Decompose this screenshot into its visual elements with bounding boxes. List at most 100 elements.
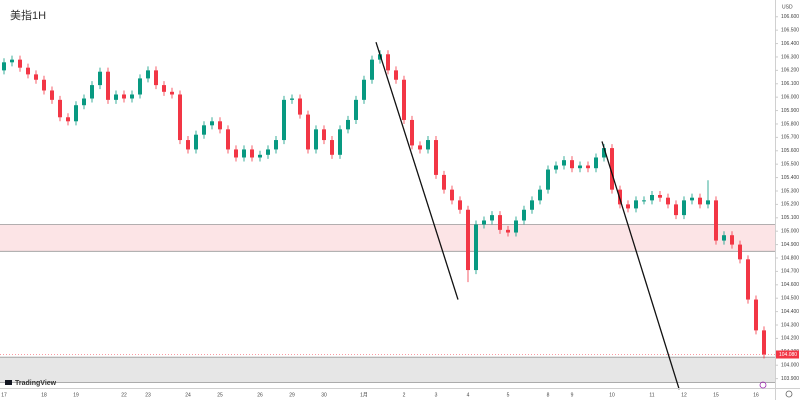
y-tick-label: 105.200 <box>781 202 799 208</box>
candle-body <box>594 157 598 169</box>
candle-body <box>378 54 382 60</box>
candle-body <box>2 62 6 71</box>
candle-body <box>754 299 758 331</box>
candle-body <box>74 105 78 122</box>
x-tick-label: 22 <box>121 392 127 398</box>
y-tick-label: 105.900 <box>781 108 799 114</box>
candle-body <box>138 78 142 95</box>
y-tick-label: 104.200 <box>781 336 799 342</box>
candle-body <box>194 134 198 150</box>
candle-body <box>410 119 414 146</box>
candle-body <box>42 79 46 91</box>
candle-body <box>674 204 678 216</box>
y-tick-label: 103.900 <box>781 376 799 382</box>
x-tick-label: 12 <box>681 392 687 398</box>
x-tick-label: 24 <box>185 392 191 398</box>
candle-body <box>90 85 94 99</box>
candle-body <box>234 149 238 158</box>
y-tick-label: 105.400 <box>781 175 799 181</box>
x-tick-label: 17 <box>1 392 7 398</box>
y-tick-label: 105.100 <box>781 215 799 221</box>
watermark: TradingView <box>15 380 57 387</box>
currency: USD <box>782 4 793 10</box>
candles <box>2 50 766 359</box>
y-tick-label: 106.200 <box>781 68 799 74</box>
candle-body <box>730 235 734 245</box>
candle-body <box>690 197 694 201</box>
x-tick-label: 8 <box>547 392 550 398</box>
candle-body <box>586 165 590 169</box>
candle-body <box>626 204 630 209</box>
candle-body <box>106 71 110 100</box>
candle-body <box>218 121 222 130</box>
candle-body <box>66 117 70 122</box>
candle-body <box>706 200 710 205</box>
y-tick-label: 106.100 <box>781 81 799 87</box>
last-price-label: 104.080 <box>779 352 797 358</box>
zone <box>0 357 775 383</box>
candle-body <box>554 165 558 170</box>
chart-title: 美指1H <box>10 8 46 22</box>
y-tick-label: 104.700 <box>781 269 799 275</box>
candle-body <box>250 149 254 158</box>
candle-body <box>602 148 606 158</box>
y-tick-label: 105.000 <box>781 229 799 235</box>
candle-body <box>282 99 286 141</box>
candle-body <box>506 229 510 233</box>
y-tick-label: 104.000 <box>781 363 799 369</box>
event-icon[interactable] <box>759 381 767 389</box>
x-tick-label: 9 <box>571 392 574 398</box>
candle-body <box>290 98 294 100</box>
y-tick-label: 104.500 <box>781 296 799 302</box>
overlay <box>0 42 775 390</box>
candle-body <box>266 149 270 155</box>
y-tick-label: 106.000 <box>781 94 799 100</box>
candle-body <box>746 259 750 300</box>
y-tick-label: 104.400 <box>781 309 799 315</box>
x-tick-label: 3 <box>435 392 438 398</box>
candle-body <box>354 99 358 120</box>
candle-body <box>562 160 566 166</box>
candle-body <box>50 90 54 100</box>
settings-icon[interactable] <box>785 390 793 398</box>
candle-body <box>658 195 662 198</box>
last-price-box <box>776 350 799 359</box>
candle-body <box>274 140 278 150</box>
candle-body <box>58 99 62 118</box>
candle-body <box>466 209 470 271</box>
candle-body <box>618 189 622 205</box>
candle-body <box>34 74 38 80</box>
candle-body <box>362 79 366 100</box>
candle-body <box>610 148 614 190</box>
candle-body <box>762 330 766 355</box>
candle-body <box>346 119 350 130</box>
candle-body <box>170 91 174 95</box>
candle-body <box>498 215 502 230</box>
candle-body <box>242 149 246 158</box>
candle-body <box>314 129 318 150</box>
x-tick-label: 26 <box>257 392 263 398</box>
x-tick-label: 15 <box>713 392 719 398</box>
x-tick-label: 25 <box>217 392 223 398</box>
candle-body <box>578 165 582 169</box>
x-tick-label: 18 <box>41 392 47 398</box>
candle-body <box>338 129 342 155</box>
zone <box>0 224 775 252</box>
candle-body <box>10 59 14 63</box>
candle-body <box>474 224 478 271</box>
y-tick-label: 106.400 <box>781 41 799 47</box>
candle-body <box>258 154 262 158</box>
zones <box>0 224 775 384</box>
x-tick-label: 23 <box>145 392 151 398</box>
candle-body <box>210 121 214 126</box>
candle-body <box>306 114 310 150</box>
candle-body <box>682 200 686 216</box>
candle-body <box>18 59 22 68</box>
x-tick-label: 11 <box>649 392 654 398</box>
candle-body <box>154 70 158 86</box>
y-tick-label: 105.500 <box>781 162 799 168</box>
trend-line <box>601 141 680 390</box>
candle-body <box>546 169 550 190</box>
x-tick-label: 2 <box>403 392 406 398</box>
